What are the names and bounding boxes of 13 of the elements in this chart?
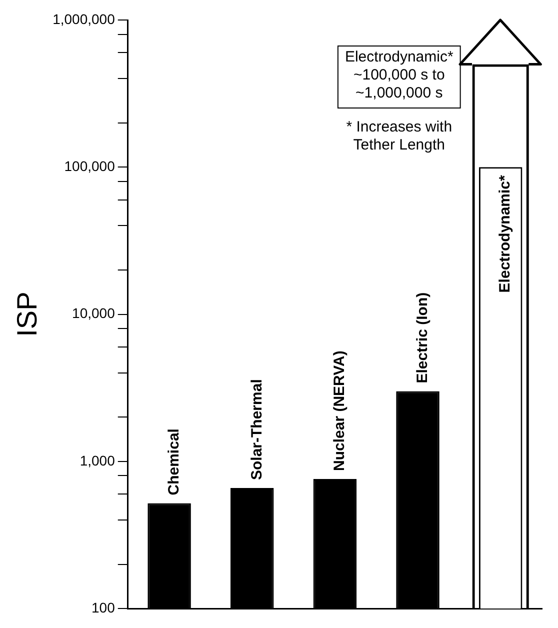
y-axis-title: ISP: [12, 292, 43, 337]
x-tick-label: Chemical: [165, 428, 182, 496]
y-tick-label: 1,000: [80, 452, 116, 468]
annotation: Electrodynamic* ~100,000 s to ~1,000,000 s: [344, 48, 454, 102]
y-tick-label: 100: [92, 599, 116, 616]
y-tick-label: 10,000: [72, 305, 116, 322]
x-tick-label: Solar-Thermal: [248, 379, 266, 480]
y-tick-label: 1,000,000: [52, 10, 116, 27]
x-tick-label: Electrodynamic*: [496, 174, 514, 293]
annotation: * Increases with Tether Length: [346, 118, 452, 154]
y-tick-label: 100,000: [64, 158, 116, 174]
x-tick-label: Nuclear (NERVA): [331, 350, 348, 471]
x-tick-label: Electric (Ion): [414, 292, 431, 384]
